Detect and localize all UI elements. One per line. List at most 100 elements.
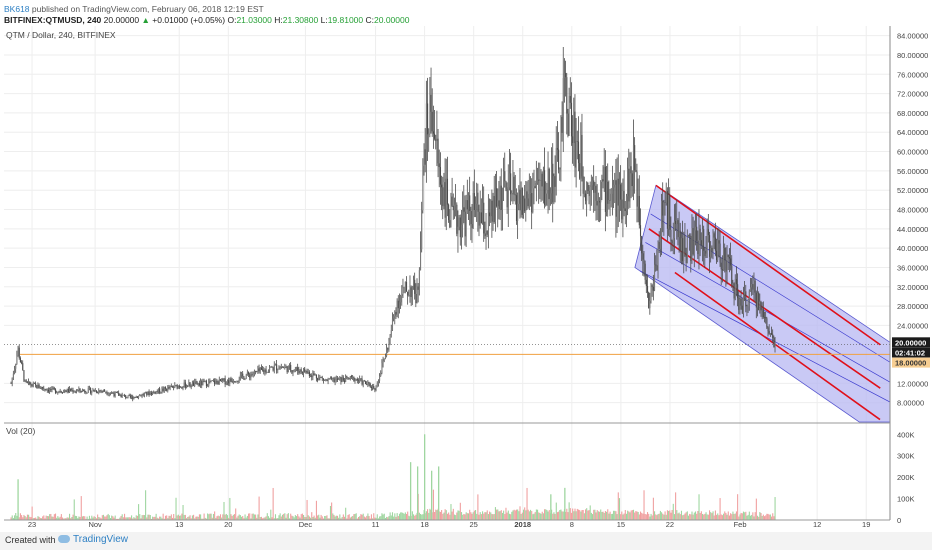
volume-bar bbox=[348, 514, 350, 520]
volume-bar bbox=[359, 516, 361, 520]
volume-bar bbox=[76, 516, 78, 520]
candle-body bbox=[139, 395, 141, 397]
volume-bar bbox=[305, 517, 307, 520]
candle-body bbox=[256, 371, 258, 372]
volume-bar bbox=[620, 514, 622, 520]
candle-body bbox=[421, 210, 423, 250]
volume-bar bbox=[394, 513, 396, 520]
volume-bar bbox=[188, 516, 190, 520]
candle-body bbox=[700, 240, 702, 246]
candle-body bbox=[541, 173, 543, 187]
volume-bar bbox=[339, 514, 341, 520]
volume-bar bbox=[228, 517, 230, 520]
tradingview-logo[interactable]: TradingView bbox=[58, 534, 128, 545]
volume-bar bbox=[31, 506, 33, 520]
volume-bar bbox=[525, 510, 527, 520]
volume-bar bbox=[389, 512, 391, 520]
candle-body bbox=[11, 377, 13, 384]
volume-bar bbox=[257, 514, 259, 520]
y-tick-label: 84.00000 bbox=[897, 32, 928, 41]
volume-bar bbox=[135, 515, 137, 520]
volume-bar bbox=[449, 514, 451, 520]
candle-body bbox=[333, 378, 335, 383]
volume-bar bbox=[666, 510, 668, 520]
volume-bar bbox=[328, 518, 330, 520]
candle-body bbox=[525, 191, 527, 212]
volume-bar bbox=[725, 512, 727, 520]
candle-body bbox=[684, 235, 686, 253]
candle-body bbox=[132, 396, 134, 400]
candle-body bbox=[283, 367, 285, 369]
volume-bar bbox=[562, 511, 564, 520]
volume-bar bbox=[231, 516, 233, 520]
candle-body bbox=[651, 285, 653, 287]
volume-bar bbox=[676, 510, 678, 520]
candle-body bbox=[155, 391, 157, 394]
candle-body bbox=[714, 237, 716, 251]
candle-body bbox=[622, 191, 624, 220]
candle-body bbox=[124, 395, 126, 396]
candle-body bbox=[519, 189, 521, 211]
volume-bar bbox=[531, 511, 533, 520]
candle-body bbox=[443, 182, 445, 207]
volume-bar bbox=[237, 515, 239, 520]
candle-body bbox=[416, 286, 418, 304]
volume-bar bbox=[358, 517, 360, 520]
candle-body bbox=[572, 136, 574, 144]
candle-body bbox=[44, 389, 46, 390]
volume-bar bbox=[198, 514, 200, 520]
candle-body bbox=[548, 168, 550, 200]
volume-bar bbox=[288, 518, 291, 520]
volume-bar bbox=[149, 515, 151, 520]
volume-bar bbox=[546, 509, 548, 520]
volume-bar bbox=[374, 517, 376, 520]
candle-body bbox=[85, 392, 87, 394]
candle-body bbox=[12, 373, 14, 378]
x-tick-label: 22 bbox=[666, 520, 674, 529]
volume-bar bbox=[657, 514, 659, 520]
volume-bar bbox=[645, 514, 647, 520]
candle-body bbox=[127, 395, 129, 398]
volume-bar bbox=[482, 511, 484, 520]
volume-bar bbox=[635, 511, 637, 520]
volume-bar bbox=[277, 518, 279, 520]
volume-bar bbox=[456, 512, 458, 520]
candle-body bbox=[518, 189, 520, 204]
volume-bar bbox=[45, 515, 47, 520]
candle-body bbox=[299, 369, 301, 373]
volume-bar bbox=[556, 512, 558, 520]
volume-bar bbox=[745, 511, 747, 520]
candle-body bbox=[95, 390, 98, 393]
volume-bar bbox=[72, 514, 74, 520]
volume-bar bbox=[459, 502, 461, 520]
candle-body bbox=[724, 247, 726, 261]
volume-bar bbox=[47, 516, 50, 520]
volume-bar bbox=[377, 518, 379, 520]
candle-body bbox=[594, 185, 596, 193]
candle-body bbox=[152, 391, 154, 395]
volume-bar bbox=[315, 500, 317, 520]
volume-bar bbox=[512, 510, 514, 520]
volume-bar bbox=[455, 515, 457, 520]
volume-bar bbox=[278, 515, 280, 520]
volume-bar bbox=[599, 511, 601, 520]
volume-bar bbox=[258, 496, 260, 520]
candle-body bbox=[590, 185, 592, 187]
candle-body bbox=[420, 249, 422, 271]
candle-body bbox=[746, 306, 748, 307]
candle-body bbox=[707, 229, 709, 236]
candle-body bbox=[101, 390, 103, 392]
candle-body bbox=[35, 383, 37, 385]
candle-body bbox=[412, 279, 415, 287]
author-link[interactable]: BK618 bbox=[4, 4, 30, 14]
volume-bar bbox=[111, 515, 113, 520]
channel-lower-line bbox=[674, 271, 881, 421]
candle-body bbox=[747, 299, 749, 307]
volume-bar bbox=[693, 512, 695, 520]
candle-body bbox=[368, 382, 370, 384]
volume-bar bbox=[118, 518, 120, 520]
volume-bar bbox=[679, 514, 681, 520]
volume-bar bbox=[521, 512, 523, 520]
volume-bar bbox=[682, 515, 684, 520]
price-chart[interactable]: 84.00000 80.00000 76.00000 72.00000 68.00000… bbox=[0, 0, 932, 532]
